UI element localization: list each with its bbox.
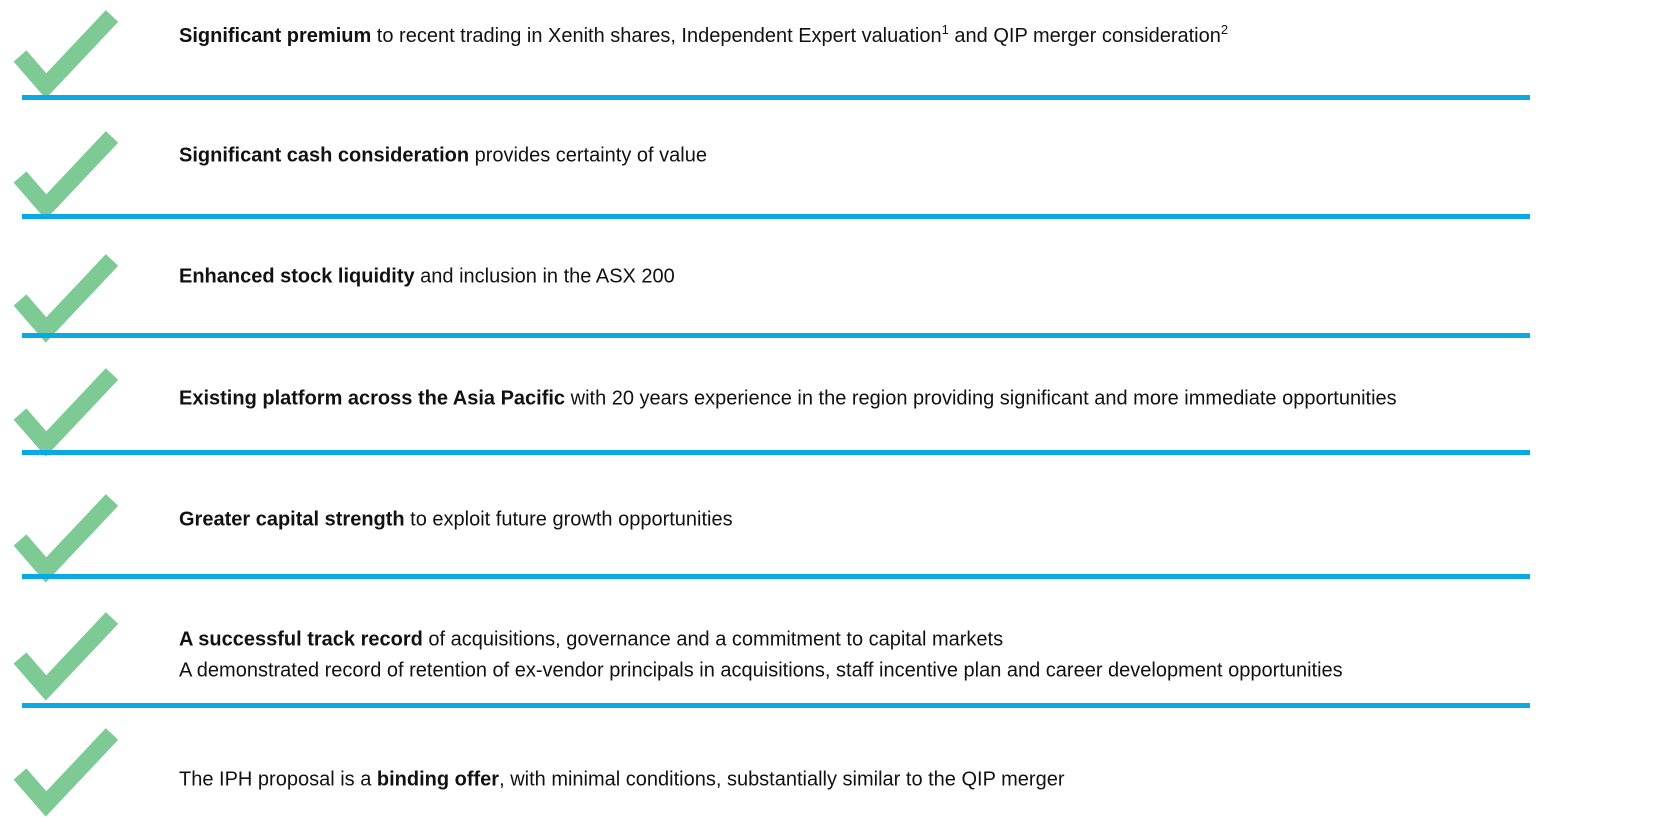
item-text: Enhanced stock liquidity and inclusion i… <box>179 266 675 289</box>
checkmark-icon <box>13 254 119 343</box>
text-run: , with minimal conditions, substantially… <box>499 768 1065 791</box>
item-text: The IPH proposal is a binding offer, wit… <box>179 769 1064 792</box>
text-run: Enhanced stock liquidity <box>179 265 415 288</box>
text-run: A successful track record <box>179 628 423 651</box>
separator <box>22 574 1530 579</box>
separator <box>22 703 1530 708</box>
text-run: 2 <box>1220 22 1229 37</box>
checkmark <box>8 4 119 109</box>
text-run: 1 <box>941 22 949 37</box>
text-run: provides certainty of value <box>469 144 707 167</box>
text-run: and QIP merger consideration <box>948 25 1221 47</box>
text-run: binding offer <box>376 768 500 791</box>
item-text: Significant cash consideration provides … <box>179 145 707 168</box>
checkmark-icon <box>13 728 119 817</box>
separator <box>22 214 1530 219</box>
text-run: Significant premium <box>179 25 372 47</box>
text-run: to recent trading in Xenith shares, Inde… <box>371 25 942 47</box>
checkmark <box>8 248 119 353</box>
item-text: Existing platform across the Asia Pacifi… <box>179 388 1397 411</box>
item-text: Greater capital strength to exploit futu… <box>179 509 733 532</box>
checkmark <box>8 606 119 711</box>
checkmark-icon <box>13 131 119 220</box>
checkmark-icon <box>13 612 119 701</box>
checkmark <box>8 722 119 827</box>
item-text: A successful track record of acquisition… <box>179 629 1003 652</box>
text-run: The IPH proposal is a <box>179 768 377 791</box>
text-run: with 20 years experience in the region p… <box>565 387 1397 410</box>
item-text: Significant premium to recent trading in… <box>179 22 1228 48</box>
separator <box>22 333 1530 338</box>
checkmark-icon <box>13 494 119 583</box>
checkmark <box>8 488 119 593</box>
text-run: and inclusion in the ASX 200 <box>414 265 675 288</box>
separator <box>22 450 1530 455</box>
checkmark-icon <box>13 10 119 99</box>
checkmark-icon <box>13 368 119 457</box>
item-text: A demonstrated record of retention of ex… <box>179 660 1343 683</box>
checkmark <box>8 362 119 467</box>
text-run: Significant cash consideration <box>179 144 470 167</box>
checkmark <box>8 125 119 230</box>
text-run: Greater capital strength <box>179 508 405 531</box>
text-run: A demonstrated record of retention of ex… <box>179 659 1343 682</box>
separator <box>22 95 1530 100</box>
text-run: to exploit future growth opportunities <box>404 508 733 531</box>
text-run: of acquisitions, governance and a commit… <box>422 628 1004 651</box>
text-run: Existing platform across the Asia Pacifi… <box>179 387 566 410</box>
